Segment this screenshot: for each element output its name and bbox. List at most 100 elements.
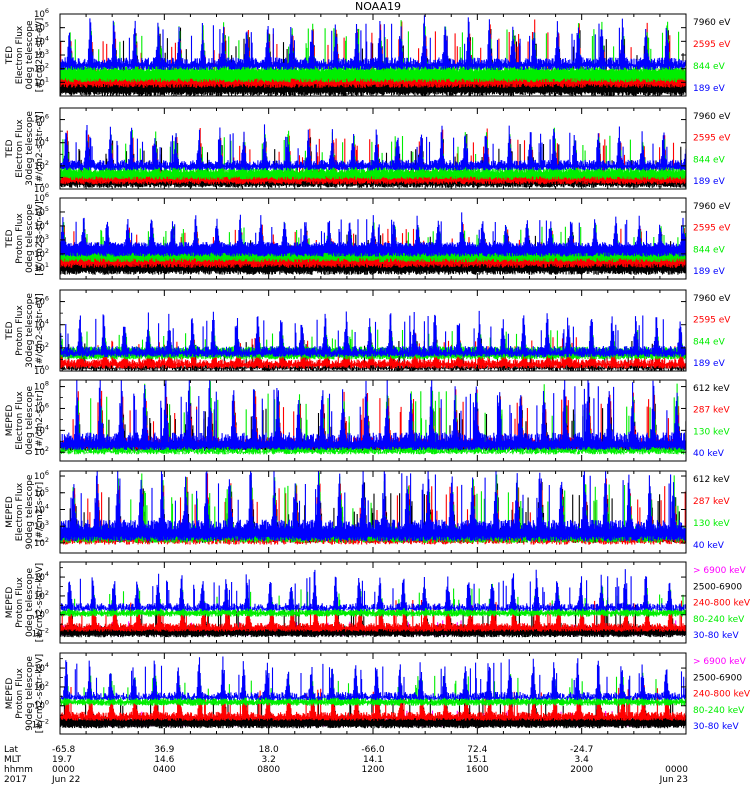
axis-cell-lat: -24.7 — [570, 745, 593, 755]
y-label-line: Electron Flux — [15, 25, 25, 84]
y-label-line: 0deg telescope — [25, 20, 35, 90]
legend-entry: 40 keV — [693, 449, 725, 459]
y-label-line: TED — [5, 139, 15, 158]
legend-entry: 2595 eV — [693, 316, 731, 326]
axis-cell-hhmm: 2000 — [570, 765, 593, 775]
y-label-line: MEPED — [5, 678, 15, 710]
axis-row-label: Lat — [4, 745, 19, 755]
series-189-ev-trace — [60, 15, 686, 70]
legend-entry: 7960 eV — [693, 18, 731, 28]
series-189-ev-trace — [60, 212, 686, 257]
series-2595-ev-trace — [60, 332, 686, 369]
legend-entry: 80-240 keV — [693, 706, 745, 716]
axis-cell-lat: -65.8 — [52, 745, 76, 755]
legend-entry: 2500-6900 — [693, 582, 742, 592]
y-label-line: Electron Flux — [15, 119, 25, 178]
legend-entry: 30-80 keV — [693, 631, 739, 641]
y-label-line: Proton Flux — [15, 213, 25, 264]
legend-entry: 844 eV — [693, 337, 726, 347]
axis-cell-hhmm: 0000 — [665, 765, 688, 775]
y-label-line: MEPED — [5, 587, 15, 619]
y-axis-label: MEPED Electron Flux 90deg telescope [#/cm2-… — [5, 474, 45, 549]
y-label-line: 30deg telescope — [25, 293, 35, 368]
y-axis-label: TED Electron Flux 30deg telescope [#/cm2-s-… — [5, 111, 45, 186]
legend-entry: 189 eV — [693, 177, 726, 187]
y-label-line: [#/cm2-s-str-eV] — [35, 293, 45, 368]
y-label-line: Electron Flux — [15, 391, 25, 450]
legend-entry: > 6900 keV — [693, 657, 747, 667]
legend-entry: 30-80 keV — [693, 722, 739, 732]
axis-cell-mlt: 3.2 — [262, 755, 276, 765]
legend-entry: 2595 eV — [693, 134, 731, 144]
y-label-line: Electron Flux — [15, 482, 25, 541]
panel-3-traces — [60, 212, 686, 275]
legend-entry: 7960 eV — [693, 202, 731, 212]
axis-cell-hhmm: 0800 — [257, 765, 280, 775]
legend-entry: 40 keV — [693, 541, 725, 551]
legend-entry: 7960 eV — [693, 294, 731, 304]
panel-5-traces — [60, 380, 686, 455]
legend-entry: 2595 eV — [693, 224, 731, 234]
panel-8-traces — [60, 656, 686, 729]
legend-entry: 189 eV — [693, 84, 726, 94]
axis-cell-lat: -66.0 — [361, 745, 385, 755]
y-label-line: [#/cm2-s-str-eV] — [35, 18, 45, 93]
axis-row-label: hhmm — [4, 765, 33, 775]
series-30-80-kev-trace — [60, 656, 686, 701]
axis-cell-hhmm: 1200 — [362, 765, 385, 775]
panel-6-traces — [60, 471, 686, 545]
y-axis-label: MEPED Proton Flux 90deg telescope [#/cm2-s-… — [5, 654, 45, 733]
y-label-line: MEPED — [5, 496, 15, 528]
series-40-kev-trace — [60, 380, 686, 450]
legend-entry: 844 eV — [693, 245, 726, 255]
y-label-line: 0deg telescope — [25, 568, 35, 638]
y-label-line: MEPED — [5, 405, 15, 437]
legend-entry: 2595 eV — [693, 40, 731, 50]
legend-entry: > 6900 keV — [693, 566, 747, 576]
axis-row-label: 2017 — [4, 775, 27, 785]
axis-cell-mlt: 3.4 — [575, 755, 590, 765]
legend-entry: 612 keV — [693, 475, 730, 485]
legend-entry: 189 eV — [693, 267, 726, 277]
axis-cell-lat: 36.9 — [154, 745, 174, 755]
axis-cell-hhmm: 1600 — [466, 765, 489, 775]
legend-entry: 612 keV — [693, 384, 730, 394]
y-label-line: [#/cm2-s-str-keV] — [35, 654, 45, 733]
legend-entry: 287 keV — [693, 497, 730, 507]
legend-entry: 80-240 keV — [693, 615, 745, 625]
y-label-line: TED — [5, 321, 15, 340]
y-label-line: [#/cm2-s-str] — [35, 482, 45, 542]
legend-entry: 7960 eV — [693, 112, 731, 122]
y-axis-label: TED Proton Flux 30deg telescope [#/cm2-s-st… — [5, 293, 45, 368]
axis-cell-mlt: 14.1 — [363, 755, 383, 765]
axis-cell-mlt: 19.7 — [52, 755, 72, 765]
legend-entry: 844 eV — [693, 155, 726, 165]
legend-entry: 844 eV — [693, 62, 726, 72]
series-240-800-kev-trace — [60, 679, 686, 721]
axis-cell-date: Jun 23 — [659, 775, 688, 785]
axis-cell-lat: 18.0 — [259, 745, 279, 755]
axis-cell-date: Jun 22 — [51, 775, 80, 785]
legend-entry: 130 keV — [693, 519, 730, 529]
y-label-line: [#/cm2-s-str-eV] — [35, 111, 45, 186]
y-label-line: [#/cm2-s-str] — [35, 390, 45, 450]
axis-row-label: MLT — [4, 755, 22, 765]
series-80-240-kev-trace — [60, 583, 686, 617]
panel-7-traces — [60, 569, 686, 638]
y-label-line: TED — [5, 229, 15, 248]
series-30-80-kev-trace — [60, 569, 686, 611]
legend-entry: 189 eV — [693, 359, 726, 369]
y-axis-label: TED Electron Flux 0deg telescope [#/cm2-s-s… — [5, 18, 45, 93]
series-189-ev-trace — [60, 310, 686, 358]
y-label-line: 0deg telescope — [25, 204, 35, 274]
y-label-line: 30deg telescope — [25, 111, 35, 186]
axis-cell-mlt: 14.6 — [154, 755, 174, 765]
